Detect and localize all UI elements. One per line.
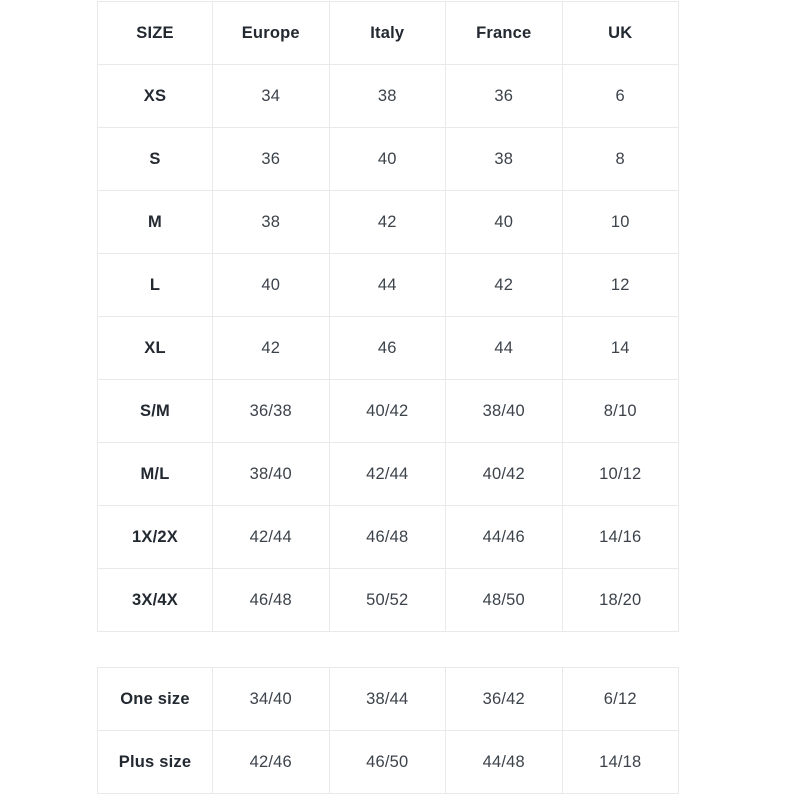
cell-europe: 34 xyxy=(212,64,330,128)
row-label-one-size: One size xyxy=(97,667,213,731)
table-row: S 36 40 38 8 xyxy=(97,127,679,191)
cell-uk: 6/12 xyxy=(561,667,679,731)
cell-france: 44/48 xyxy=(445,730,563,794)
cell-uk: 14/18 xyxy=(561,730,679,794)
table-row: L 40 44 42 12 xyxy=(97,253,679,317)
column-header-uk: UK xyxy=(561,1,679,65)
table-row: Plus size 42/46 46/50 44/48 14/18 xyxy=(97,730,679,794)
cell-europe: 42 xyxy=(212,316,330,380)
table-row: 3X/4X 46/48 50/52 48/50 18/20 xyxy=(97,568,679,632)
row-label-plus-size: Plus size xyxy=(97,730,213,794)
secondary-table-body: One size 34/40 38/44 36/42 6/12 Plus siz… xyxy=(97,667,679,794)
cell-europe: 46/48 xyxy=(212,568,330,632)
cell-italy: 38 xyxy=(328,64,446,128)
cell-uk: 6 xyxy=(561,64,679,128)
secondary-size-table: One size 34/40 38/44 36/42 6/12 Plus siz… xyxy=(97,667,679,794)
row-label-l: L xyxy=(97,253,213,317)
cell-italy: 46 xyxy=(328,316,446,380)
cell-europe: 34/40 xyxy=(212,667,330,731)
primary-table-header: SIZE Europe Italy France UK xyxy=(97,1,679,65)
primary-size-table: SIZE Europe Italy France UK XS 34 38 36 … xyxy=(97,1,679,632)
row-label-s: S xyxy=(97,127,213,191)
cell-france: 40/42 xyxy=(445,442,563,506)
column-header-europe: Europe xyxy=(212,1,330,65)
table-row: S/M 36/38 40/42 38/40 8/10 xyxy=(97,379,679,443)
cell-uk: 14/16 xyxy=(561,505,679,569)
cell-italy: 42/44 xyxy=(328,442,446,506)
cell-uk: 8 xyxy=(561,127,679,191)
table-row: XS 34 38 36 6 xyxy=(97,64,679,128)
table-header-row: SIZE Europe Italy France UK xyxy=(97,1,679,65)
cell-italy: 38/44 xyxy=(328,667,446,731)
cell-europe: 38 xyxy=(212,190,330,254)
cell-france: 44/46 xyxy=(445,505,563,569)
column-header-italy: Italy xyxy=(328,1,446,65)
primary-table-body: XS 34 38 36 6 S 36 40 38 8 M 38 42 40 10 xyxy=(97,64,679,632)
cell-uk: 14 xyxy=(561,316,679,380)
cell-france: 44 xyxy=(445,316,563,380)
cell-france: 48/50 xyxy=(445,568,563,632)
cell-europe: 40 xyxy=(212,253,330,317)
cell-france: 38 xyxy=(445,127,563,191)
cell-europe: 38/40 xyxy=(212,442,330,506)
row-label-xs: XS xyxy=(97,64,213,128)
cell-france: 42 xyxy=(445,253,563,317)
cell-france: 38/40 xyxy=(445,379,563,443)
cell-uk: 18/20 xyxy=(561,568,679,632)
cell-france: 40 xyxy=(445,190,563,254)
cell-italy: 46/48 xyxy=(328,505,446,569)
column-header-france: France xyxy=(445,1,563,65)
cell-italy: 40/42 xyxy=(328,379,446,443)
cell-europe: 42/46 xyxy=(212,730,330,794)
cell-uk: 12 xyxy=(561,253,679,317)
table-row: One size 34/40 38/44 36/42 6/12 xyxy=(97,667,679,731)
cell-italy: 42 xyxy=(328,190,446,254)
cell-italy: 46/50 xyxy=(328,730,446,794)
cell-europe: 42/44 xyxy=(212,505,330,569)
row-label-1x-2x: 1X/2X xyxy=(97,505,213,569)
column-header-size: SIZE xyxy=(97,1,213,65)
cell-italy: 44 xyxy=(328,253,446,317)
row-label-s-m: S/M xyxy=(97,379,213,443)
cell-france: 36 xyxy=(445,64,563,128)
table-row: XL 42 46 44 14 xyxy=(97,316,679,380)
cell-italy: 40 xyxy=(328,127,446,191)
row-label-xl: XL xyxy=(97,316,213,380)
row-label-3x-4x: 3X/4X xyxy=(97,568,213,632)
table-row: M 38 42 40 10 xyxy=(97,190,679,254)
cell-uk: 10/12 xyxy=(561,442,679,506)
cell-europe: 36/38 xyxy=(212,379,330,443)
cell-france: 36/42 xyxy=(445,667,563,731)
table-row: 1X/2X 42/44 46/48 44/46 14/16 xyxy=(97,505,679,569)
table-row: M/L 38/40 42/44 40/42 10/12 xyxy=(97,442,679,506)
cell-europe: 36 xyxy=(212,127,330,191)
cell-uk: 10 xyxy=(561,190,679,254)
cell-uk: 8/10 xyxy=(561,379,679,443)
row-label-m: M xyxy=(97,190,213,254)
cell-italy: 50/52 xyxy=(328,568,446,632)
row-label-m-l: M/L xyxy=(97,442,213,506)
